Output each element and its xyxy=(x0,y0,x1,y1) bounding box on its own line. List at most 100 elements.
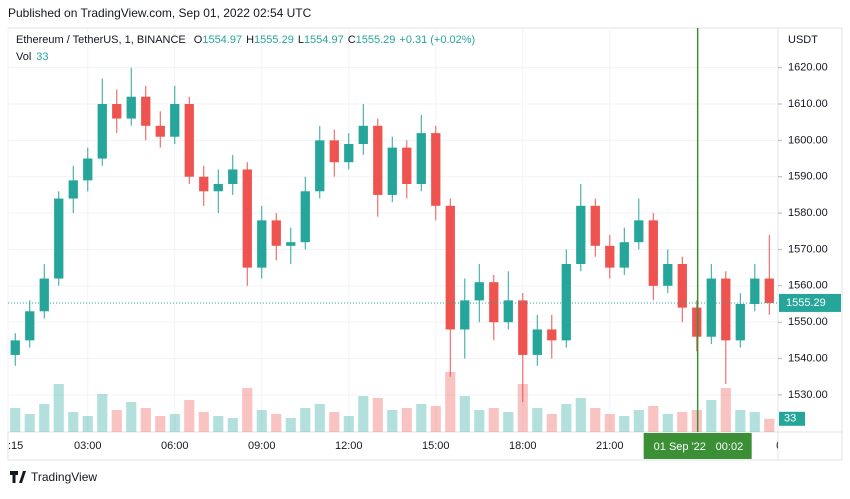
candle-body xyxy=(199,176,209,192)
volume-bar xyxy=(575,398,586,432)
candle-body xyxy=(83,158,93,181)
candle-body xyxy=(445,205,455,330)
volume-bar xyxy=(24,414,35,432)
volume-bar xyxy=(140,408,151,432)
currency: USDT xyxy=(788,34,818,46)
volume-bar xyxy=(590,408,601,432)
volume-bar xyxy=(184,400,195,432)
x-tick-label: 06:00 xyxy=(161,440,189,452)
candle-body xyxy=(286,242,296,246)
x-tick-label: 03:00 xyxy=(74,440,102,452)
candle-body xyxy=(634,220,644,243)
footer-logo: TradingView xyxy=(10,470,97,484)
candle-body xyxy=(561,264,571,341)
volume-bar xyxy=(764,418,775,432)
candle-body xyxy=(184,104,194,177)
candle-body xyxy=(242,169,252,268)
y-tick-label: 1560.00 xyxy=(788,280,828,292)
candles xyxy=(10,67,774,403)
volume-bar xyxy=(285,418,296,432)
candle-body xyxy=(706,278,716,337)
volume-bar xyxy=(517,384,528,432)
candle-body xyxy=(518,300,528,355)
volume-bar xyxy=(68,412,79,432)
candle-body xyxy=(677,264,687,308)
candle-body xyxy=(25,311,35,341)
candle-body xyxy=(474,282,484,301)
candle-body xyxy=(213,184,223,192)
change-pct: (+0.02%) xyxy=(430,34,475,46)
candle-body xyxy=(547,329,557,341)
volume-pane xyxy=(10,372,775,432)
candle-body xyxy=(402,147,412,184)
volume-bar xyxy=(648,406,659,432)
candle-body xyxy=(590,205,600,246)
candle-body xyxy=(648,220,658,286)
candle-body xyxy=(300,191,310,243)
footer-brand: TradingView xyxy=(31,470,97,484)
price-axis: 1530.00 1540.00 1550.00 1560.00 1570.00 1580.… xyxy=(778,62,828,401)
y-tick-label: 1530.00 xyxy=(788,389,828,401)
volume-bar xyxy=(314,404,325,432)
volume-bar xyxy=(488,408,499,432)
volume-bar xyxy=(561,404,572,432)
candle-body xyxy=(721,278,731,341)
volume-bar xyxy=(343,416,354,432)
legend-line: Ethereum / TetherUS, 1, BINANCE O1554.97 H… xyxy=(16,34,475,46)
volume-bar xyxy=(227,418,238,432)
candle-body xyxy=(141,96,151,126)
ohlc-value: 1554.97 xyxy=(202,34,242,46)
candle-body xyxy=(315,140,325,192)
volume-bar xyxy=(604,414,615,432)
candle-body xyxy=(460,300,470,330)
y-tick-label: 1610.00 xyxy=(788,98,828,110)
volume-bar xyxy=(300,408,311,432)
volume-bar xyxy=(10,408,21,432)
candle-body xyxy=(112,104,122,119)
candle-body xyxy=(503,300,513,323)
volume-bar xyxy=(39,404,50,432)
ohlc-value: 1555.29 xyxy=(356,34,396,46)
volume-bar xyxy=(387,410,398,432)
volume-bar xyxy=(169,414,180,432)
y-tick-label: 1620.00 xyxy=(788,62,828,74)
candle-body xyxy=(97,104,107,159)
ohlc-label: O xyxy=(194,34,203,46)
candle-body xyxy=(764,278,774,303)
candle-body xyxy=(170,104,180,137)
volume-bar xyxy=(126,402,137,432)
candle-body xyxy=(576,205,586,264)
x-tick-label: 21:00 xyxy=(596,440,624,452)
candle-body xyxy=(271,220,281,246)
x-tick-label: 18:00 xyxy=(509,440,537,452)
crosshair-time: 00:02 xyxy=(716,441,744,453)
candle-body xyxy=(344,144,354,163)
change: +0.31 xyxy=(399,34,427,46)
volume-bar xyxy=(459,396,470,432)
y-tick-label: 1550.00 xyxy=(788,316,828,328)
volume-bar xyxy=(329,412,340,432)
volume-bar xyxy=(111,410,122,432)
candle-body xyxy=(373,125,383,195)
volume-bar xyxy=(358,396,369,432)
volume-bar xyxy=(532,408,543,432)
volume-value: 33 xyxy=(36,51,48,63)
volume-bar xyxy=(53,384,64,432)
candle-body xyxy=(68,180,78,199)
x-tick-label: :15 xyxy=(8,440,23,452)
candle-body xyxy=(416,133,426,184)
y-tick-label: 1600.00 xyxy=(788,134,828,146)
volume-bar xyxy=(445,372,456,432)
y-tick-label: 1540.00 xyxy=(788,352,828,364)
volume-bar xyxy=(242,388,253,432)
candle-body xyxy=(39,278,49,312)
candle-body xyxy=(228,169,238,184)
volume-bar xyxy=(503,412,514,432)
ohlc-label: C xyxy=(348,34,356,46)
volume-bar xyxy=(82,416,93,432)
y-tick-label: 1590.00 xyxy=(788,171,828,183)
candle-body xyxy=(358,125,368,144)
x-tick-label: 09:00 xyxy=(248,440,276,452)
candle-body xyxy=(431,133,441,206)
